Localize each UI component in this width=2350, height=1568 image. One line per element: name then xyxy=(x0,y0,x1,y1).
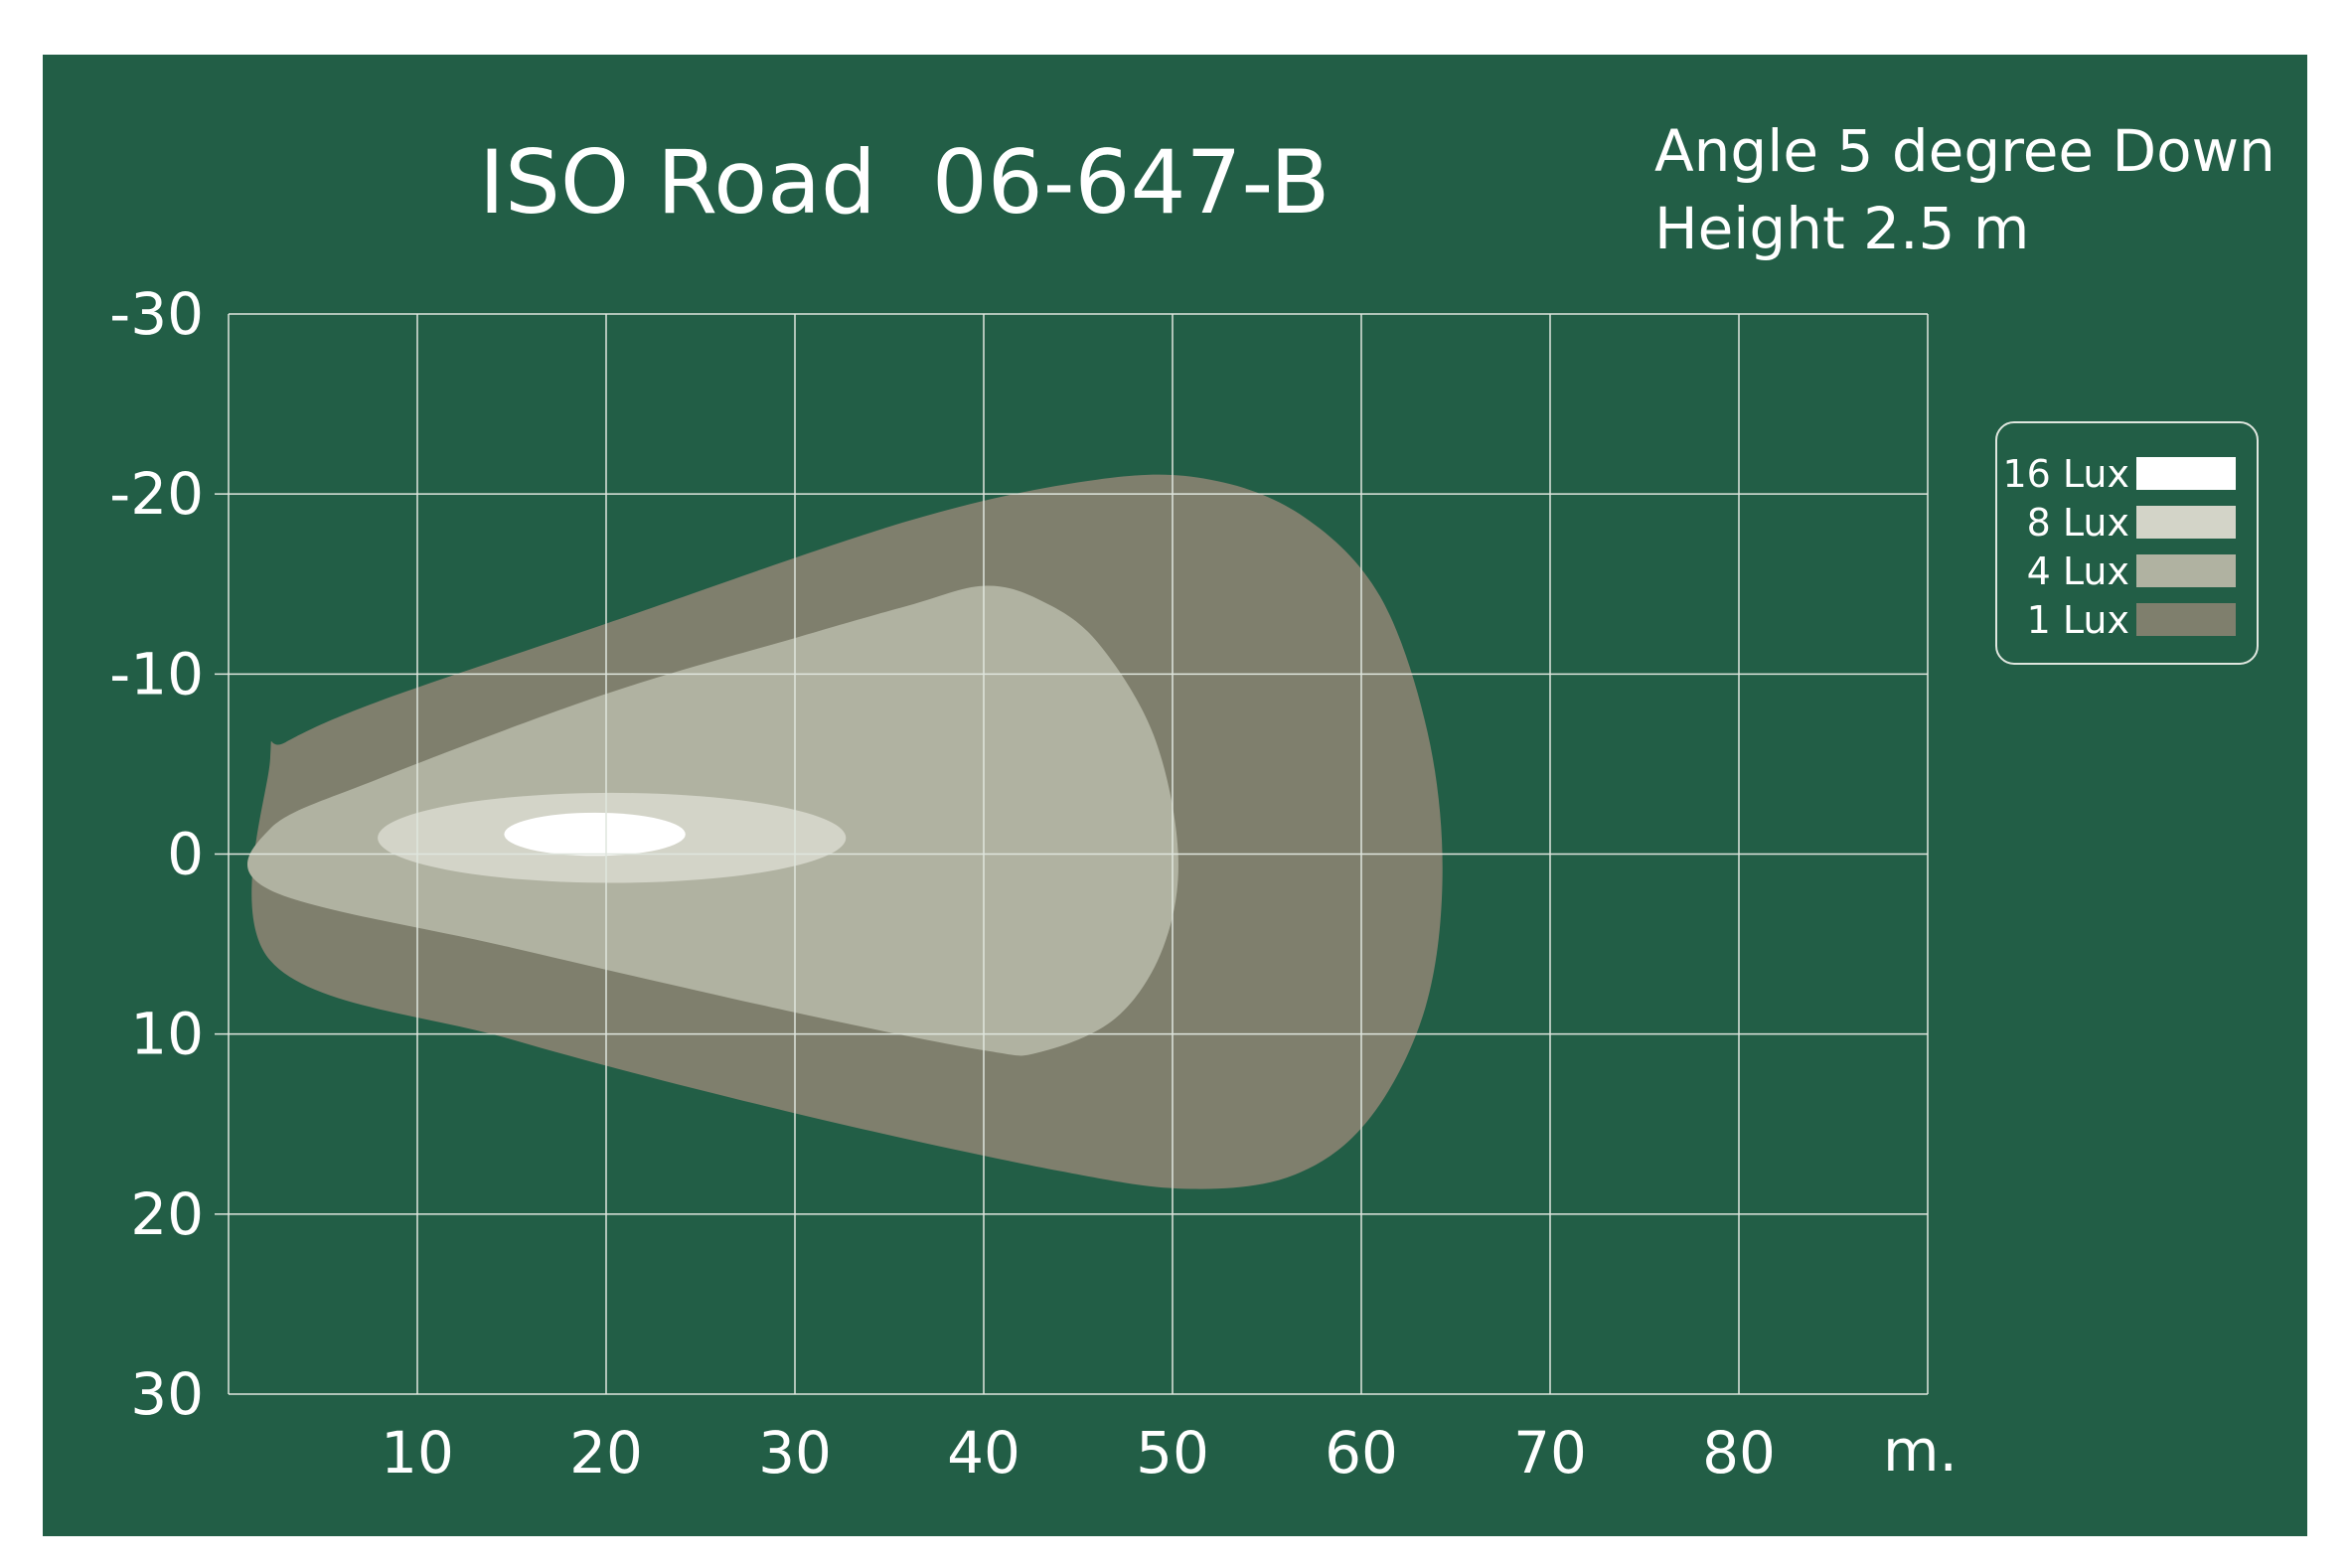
legend-box xyxy=(1995,421,2259,665)
y-tick-label: 10 xyxy=(130,1001,204,1068)
y-tick-label: -30 xyxy=(109,280,204,348)
legend-label: 4 Lux xyxy=(2027,549,2129,593)
area-16-lux xyxy=(504,812,686,857)
x-tick-label: 20 xyxy=(569,1419,643,1487)
y-tick-label: 0 xyxy=(167,821,204,888)
x-tick-label: 10 xyxy=(381,1419,454,1487)
y-tick-label: 30 xyxy=(130,1360,204,1428)
legend-swatch xyxy=(2136,506,2236,539)
x-tick-label: 60 xyxy=(1325,1419,1398,1487)
legend-swatch xyxy=(2136,457,2236,490)
y-tick-label: 20 xyxy=(130,1180,204,1248)
legend-swatch xyxy=(2136,554,2236,587)
lux-areas xyxy=(246,474,1443,1189)
tick-labels: 10 20 30 40 50 60 70 80 -30 -20 -10 0 10 20 30 xyxy=(109,280,1776,1487)
x-tick-label: 40 xyxy=(947,1419,1020,1487)
chart-title: ISO Road 06-647-B xyxy=(479,131,1331,234)
height-annotation: Height 2.5 m xyxy=(1654,195,2029,262)
legend-label: 1 Lux xyxy=(2027,598,2129,642)
x-axis-unit-label: m. xyxy=(1883,1417,1958,1485)
y-tick-label: -20 xyxy=(109,460,204,528)
x-tick-label: 80 xyxy=(1702,1419,1776,1487)
y-tick-label: -10 xyxy=(109,640,204,707)
x-tick-label: 70 xyxy=(1513,1419,1587,1487)
legend-label: 8 Lux xyxy=(2027,501,2129,545)
grid-lines xyxy=(215,313,1929,1395)
angle-annotation: Angle 5 degree Down xyxy=(1654,117,2275,185)
x-tick-label: 30 xyxy=(758,1419,832,1487)
legend-label: 16 Lux xyxy=(2002,452,2129,496)
x-tick-label: 50 xyxy=(1136,1419,1209,1487)
legend-swatch xyxy=(2136,603,2236,636)
